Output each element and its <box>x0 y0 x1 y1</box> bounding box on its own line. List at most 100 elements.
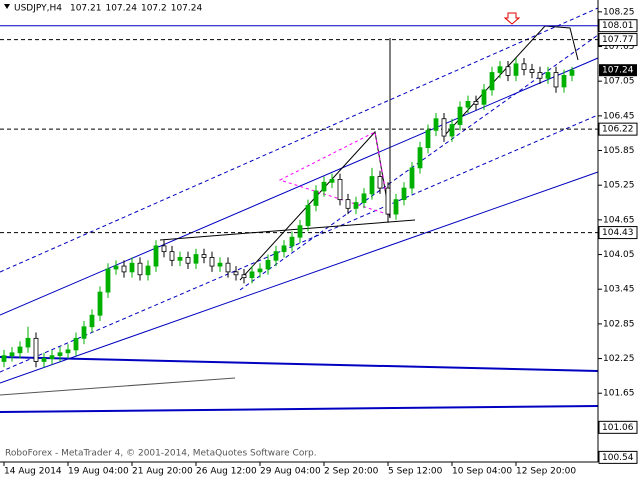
candle-body <box>393 199 399 215</box>
candle-body <box>177 257 183 261</box>
candle-body <box>361 193 367 203</box>
candle-body <box>305 205 311 227</box>
y-tick-label: 107.05 <box>603 77 635 87</box>
candle-body <box>17 346 23 354</box>
candle-body <box>105 268 111 293</box>
candle-body <box>433 118 439 131</box>
y-tick-label: 107.65 <box>603 42 635 52</box>
candle-body <box>153 245 159 267</box>
y-tick-label: 105.25 <box>603 181 635 191</box>
candle-body <box>9 352 15 357</box>
candle-body <box>1 355 7 362</box>
candle-body <box>505 66 511 76</box>
candle-body <box>145 265 151 276</box>
candle-body <box>217 262 223 267</box>
y-tick-label: 101.65 <box>603 389 635 399</box>
trend-lines <box>0 7 599 413</box>
candle-body <box>185 257 191 264</box>
level-label: 100.54 <box>602 453 634 463</box>
candle-body <box>273 251 279 261</box>
candle-body <box>521 63 527 71</box>
candle-body <box>241 274 247 279</box>
triangle <box>278 131 391 216</box>
level-box <box>598 122 638 136</box>
candle-body <box>353 202 359 209</box>
y-tick-label: 108.25 <box>603 7 635 17</box>
level-box <box>598 450 638 464</box>
channel-line <box>159 219 416 241</box>
candle-body <box>249 271 255 279</box>
candle-body <box>425 129 431 149</box>
y-tick-label: 105.85 <box>603 146 635 156</box>
y-tick-label: 102.25 <box>603 354 635 364</box>
level-label: 104.43 <box>602 228 634 238</box>
quote-value: 107.24 <box>105 4 137 14</box>
level-box <box>598 226 638 240</box>
candle-body <box>65 349 71 354</box>
x-tick-label: 21 Aug 20:00 <box>132 467 193 477</box>
candle-body <box>417 147 423 169</box>
channel-line <box>0 171 599 384</box>
candle-body <box>33 337 39 362</box>
quote-value: 107.24 <box>171 4 203 14</box>
candle-body <box>41 358 47 362</box>
candle-body <box>449 124 455 137</box>
x-tick-label: 10 Sep 04:00 <box>452 467 512 477</box>
channel-line <box>0 377 236 396</box>
candle-body <box>49 355 55 359</box>
footer: RoboForex - MetaTrader 4, © 2001-2014, M… <box>5 449 317 459</box>
level-label: 106.22 <box>602 125 634 135</box>
channel-line <box>0 114 599 373</box>
candle-body <box>473 100 479 105</box>
candle-body <box>553 72 559 88</box>
level-box <box>598 33 638 47</box>
candle-body <box>337 179 343 201</box>
level-label: 108.01 <box>602 21 634 31</box>
x-tick-label: 12 Sep 20:00 <box>516 467 576 477</box>
level-label: 101.06 <box>602 423 634 433</box>
candle-body <box>457 106 463 125</box>
candle-body <box>569 69 575 76</box>
y-tick-label: 102.85 <box>603 319 635 329</box>
x-tick-label: 19 Aug 04:00 <box>68 467 129 477</box>
candle-body <box>489 72 495 91</box>
candle-body <box>169 251 175 261</box>
y-tick-label: 106.45 <box>603 111 635 121</box>
x-tick-label: 29 Aug 04:00 <box>260 467 321 477</box>
candle-body <box>329 179 335 183</box>
quote-value: 107.2 <box>141 4 167 14</box>
candle-body <box>385 187 391 215</box>
candle-body <box>81 326 87 339</box>
candle-body <box>193 254 199 264</box>
x-tick-label: 14 Aug 2014 <box>4 467 62 477</box>
candle-body <box>401 187 407 201</box>
channel-line <box>0 7 599 273</box>
candle-body <box>537 72 543 79</box>
x-tick-label: 26 Aug 12:00 <box>196 467 257 477</box>
y-tick-label: 104.65 <box>603 215 635 225</box>
candle-body <box>137 262 143 276</box>
current-price-label: 107.24 <box>602 66 634 76</box>
quote-value: 107.21 <box>70 4 102 14</box>
y-tick-label: 103.45 <box>603 285 635 295</box>
down-arrow <box>503 12 521 25</box>
symbol-icon <box>4 4 10 9</box>
candle-body <box>129 262 135 273</box>
x-tick-label: 2 Sep 20:00 <box>324 467 379 477</box>
candle-body <box>225 262 231 273</box>
channel-line <box>0 405 599 413</box>
candle-body <box>201 254 207 258</box>
wave-line <box>444 25 579 136</box>
wave-line <box>239 38 391 281</box>
channel-line <box>0 57 599 316</box>
level-label: 107.77 <box>602 35 634 45</box>
level-box <box>598 420 638 434</box>
candle-body <box>561 74 567 88</box>
candle-body <box>25 337 31 348</box>
candle-body <box>409 167 415 189</box>
candle-body <box>345 199 351 209</box>
candle-body <box>121 265 127 273</box>
candle-body <box>481 89 487 105</box>
chart-title: USDJPY,H4 <box>14 4 62 14</box>
